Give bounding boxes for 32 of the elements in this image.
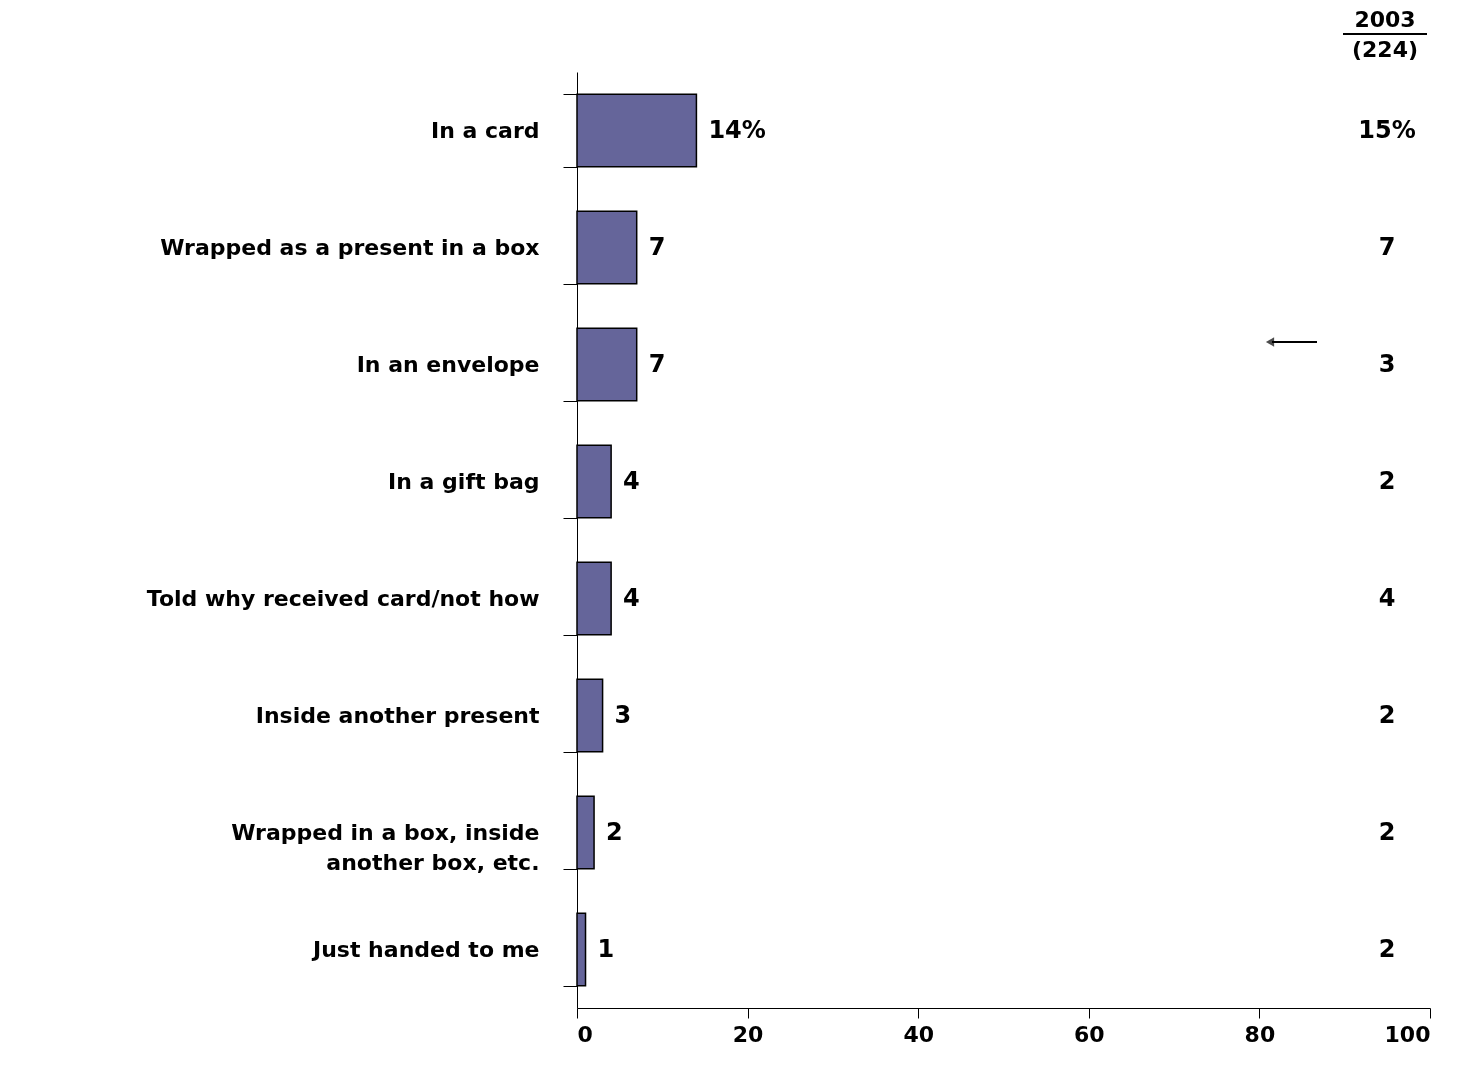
annotation: 2 xyxy=(1378,817,1396,846)
annotation: 2 xyxy=(1378,934,1396,963)
data-label: 2 xyxy=(606,817,623,846)
y-tick-label: Wrapped in a box, inside another box, etc. xyxy=(231,820,540,875)
data-label: 3 xyxy=(614,700,632,729)
x-tick-label: 0 xyxy=(577,1021,593,1047)
text: (224) xyxy=(1351,37,1419,62)
data-label: 4 xyxy=(623,583,640,612)
x-tick-label: 20 xyxy=(732,1021,764,1047)
data-label: 14% xyxy=(708,115,766,144)
data-label: 1 xyxy=(597,934,615,963)
annotation: 7 xyxy=(1378,232,1396,261)
annotation: 2 xyxy=(1378,700,1396,729)
data-label: 7 xyxy=(648,232,666,261)
x-tick-label: 100 xyxy=(1384,1021,1431,1047)
y-tick-label: Told why received card/not how xyxy=(146,586,540,611)
annotation: 15% xyxy=(1358,115,1416,144)
x-tick-label: 60 xyxy=(1073,1021,1105,1047)
y-tick-label: Just handed to me xyxy=(311,937,540,962)
data-label: 7 xyxy=(648,349,666,378)
annotation: 3 xyxy=(1378,349,1396,378)
y-tick-label: In an envelope xyxy=(356,352,540,377)
x-tick-label: 40 xyxy=(903,1021,935,1047)
y-tick-label: In a card xyxy=(431,118,540,143)
y-tick-label: In a gift bag xyxy=(388,469,540,494)
text: 2003 xyxy=(1354,7,1416,32)
y-tick-label: Wrapped as a present in a box xyxy=(160,235,540,260)
y-tick-label: Inside another present xyxy=(255,703,540,728)
x-tick-label: 80 xyxy=(1244,1021,1276,1047)
annotation: 4 xyxy=(1378,583,1396,612)
annotation: 2 xyxy=(1378,466,1396,495)
data-label: 4 xyxy=(623,466,640,495)
